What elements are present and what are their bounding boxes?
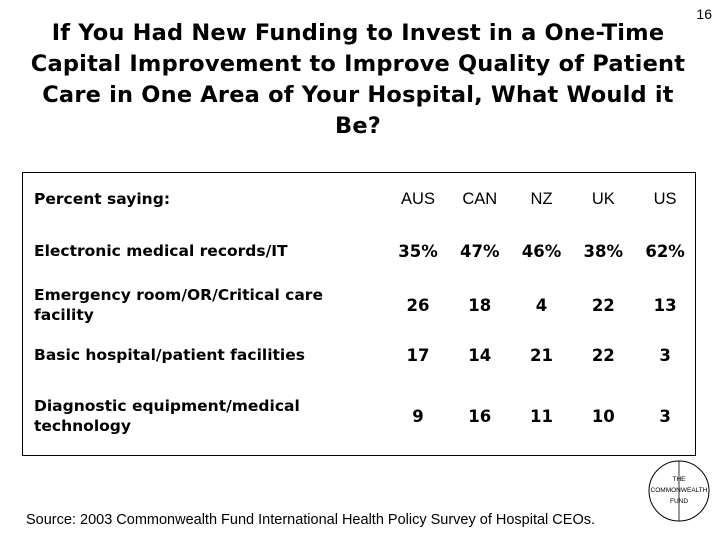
source-note: Source: 2003 Commonwealth Fund Internati… [26, 512, 596, 528]
cell-value: 46% [521, 241, 562, 261]
table-header-row: Percent saying: AUS CAN NZ UK US [22, 172, 696, 226]
cell-value: 18 [468, 295, 492, 315]
logo-text-commonwealth: COMMONWEALTH [650, 487, 708, 494]
survey-table: Percent saying: AUS CAN NZ UK US Electro… [22, 172, 696, 456]
column-header-can: CAN [462, 189, 498, 208]
cell-value: 3 [659, 406, 671, 426]
cell-value: 9 [412, 406, 424, 426]
logo-text-the: THE [672, 476, 686, 483]
table-row: Electronic medical records/IT 35% 47% 46… [22, 226, 696, 276]
cell-value: 17 [406, 345, 430, 365]
cell-value: 47% [460, 241, 500, 261]
row-label: Diagnostic equipment/medical technology [34, 397, 300, 435]
slide-title: If You Had New Funding to Invest in a On… [30, 20, 686, 139]
commonwealth-fund-logo: THE COMMONWEALTH FUND [644, 456, 714, 526]
column-header-us: US [653, 189, 677, 208]
cell-value: 22 [591, 295, 615, 315]
cell-value: 16 [468, 406, 492, 426]
column-header-uk: UK [591, 189, 615, 208]
cell-value: 62% [645, 241, 685, 261]
cell-value: 21 [530, 345, 554, 365]
cell-value: 10 [591, 406, 615, 426]
cell-value: 3 [659, 345, 671, 365]
cell-value: 11 [530, 406, 554, 426]
cell-value: 13 [653, 295, 677, 315]
row-label: Basic hospital/patient facilities [34, 346, 305, 364]
table-row: Emergency room/OR/Critical care facility… [22, 276, 696, 334]
cell-value: 26 [406, 295, 430, 315]
page-number: 16 [696, 6, 712, 22]
row-label: Electronic medical records/IT [34, 242, 288, 260]
cell-value: 4 [535, 295, 548, 315]
table-frame [22, 172, 696, 456]
header-label: Percent saying: [34, 190, 171, 208]
table-row: Basic hospital/patient facilities 17 14 … [22, 334, 696, 376]
cell-value: 35% [398, 241, 438, 261]
row-label: Emergency room/OR/Critical care facility [34, 286, 323, 324]
cell-value: 22 [591, 345, 615, 365]
cell-value: 14 [468, 345, 492, 365]
cell-value: 38% [583, 241, 624, 261]
column-header-aus: AUS [401, 189, 435, 208]
logo-circle-icon [648, 460, 710, 522]
table-row: Diagnostic equipment/medical technology … [22, 376, 696, 456]
logo-text-fund: FUND [669, 498, 689, 505]
column-header-nz: NZ [530, 189, 553, 208]
